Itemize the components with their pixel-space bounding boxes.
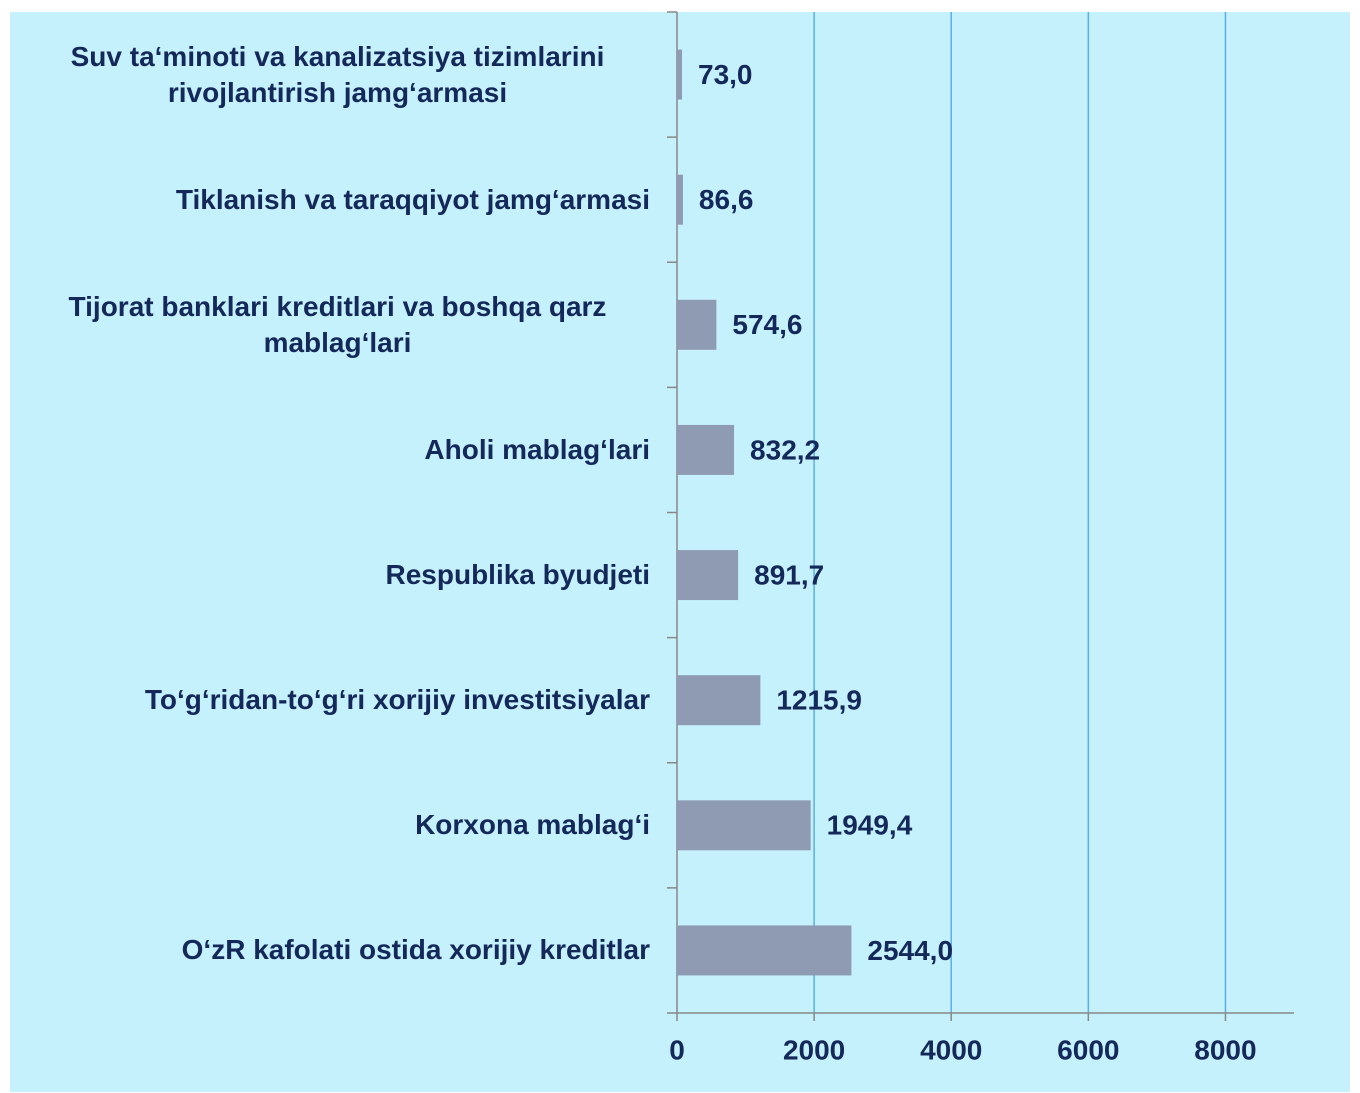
- category-text: Aholi mablag‘lari: [424, 433, 650, 465]
- category-text: Respublika byudjeti: [385, 559, 651, 591]
- category-label: Tiklanish va taraqqiyot jamg‘armasi: [10, 182, 650, 218]
- category-label: Korxona mablag‘i: [10, 807, 650, 843]
- category-label: Suv ta‘minoti va kanalizatsiya tizimlari…: [10, 39, 650, 111]
- value-label: 86,6: [699, 184, 754, 215]
- category-text: Suv ta‘minoti va kanalizatsiya tizimlari…: [70, 40, 605, 108]
- value-label: 1215,9: [776, 685, 862, 716]
- value-label: 574,6: [732, 309, 802, 340]
- bar: [677, 800, 811, 851]
- category-text: To‘g‘ridan-to‘g‘ri xorijiy investitsiyal…: [144, 684, 650, 716]
- x-tick-label: 0: [669, 1034, 685, 1065]
- bar: [677, 49, 683, 100]
- category-text: Tijorat banklari kreditlari va boshqa qa…: [68, 290, 607, 358]
- x-tick-label: 6000: [1057, 1034, 1119, 1065]
- bar: [677, 675, 761, 726]
- value-label: 891,7: [754, 559, 824, 590]
- x-tick-label: 8000: [1194, 1034, 1256, 1065]
- value-label: 832,2: [750, 434, 820, 465]
- x-tick-label: 4000: [920, 1034, 982, 1065]
- value-label: 73,0: [698, 59, 753, 90]
- bar: [677, 925, 852, 976]
- bar: [677, 299, 717, 350]
- value-label: 2544,0: [867, 935, 953, 966]
- category-label: O‘zR kafolati ostida xorijiy kreditlar: [10, 932, 650, 968]
- category-label: Tijorat banklari kreditlari va boshqa qa…: [10, 289, 650, 361]
- category-label: Respublika byudjeti: [10, 557, 651, 593]
- category-text: Korxona mablag‘i: [415, 809, 650, 841]
- bar: [677, 550, 739, 601]
- category-label: To‘g‘ridan-to‘g‘ri xorijiy investitsiyal…: [10, 682, 650, 718]
- category-text: O‘zR kafolati ostida xorijiy kreditlar: [181, 934, 650, 966]
- value-label: 1949,4: [827, 810, 913, 841]
- category-label: Aholi mablag‘lari: [10, 432, 650, 468]
- bar: [677, 424, 735, 475]
- x-tick-label: 2000: [783, 1034, 845, 1065]
- bar: [677, 174, 683, 225]
- category-text: Tiklanish va taraqqiyot jamg‘armasi: [175, 183, 650, 215]
